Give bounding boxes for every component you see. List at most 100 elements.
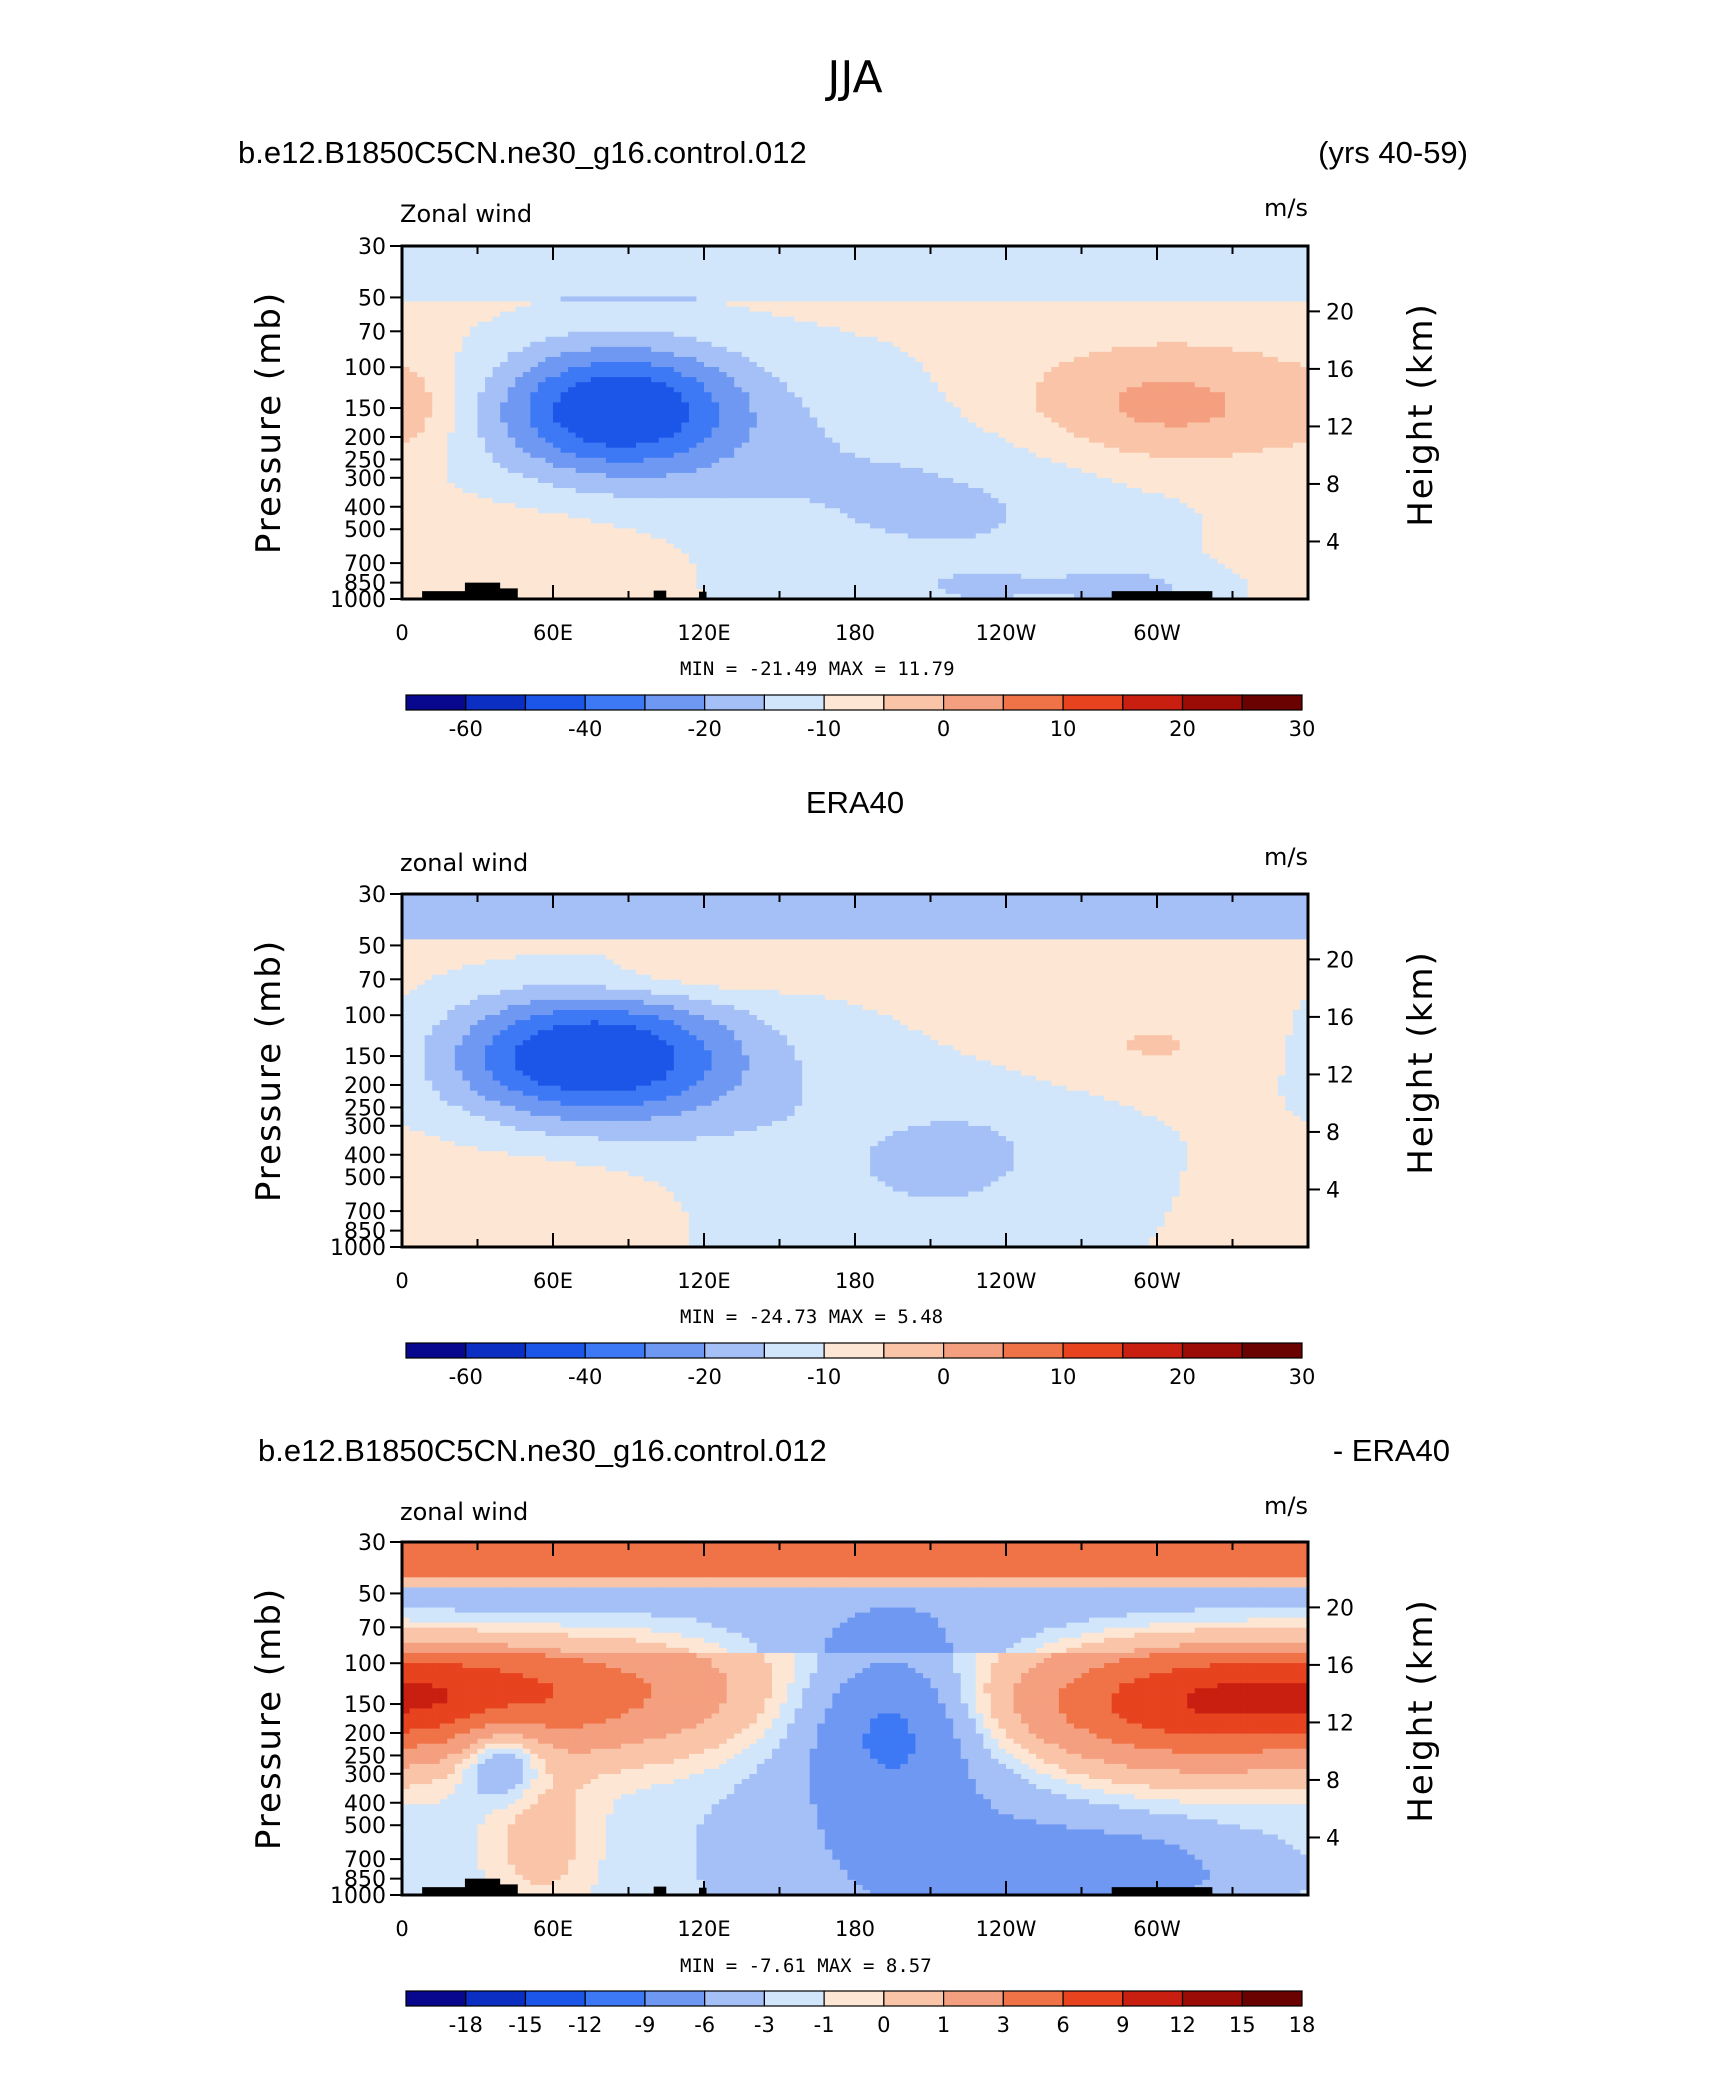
- contour-cell: [907, 417, 916, 424]
- contour-cell: [688, 437, 698, 444]
- contour-cell: [922, 281, 932, 287]
- contour-cell: [1126, 422, 1135, 429]
- contour-cell: [1172, 296, 1181, 303]
- contour-cell: [590, 276, 599, 282]
- contour-cell: [1255, 367, 1264, 373]
- contour-cell: [1202, 331, 1211, 338]
- contour-cell: [1119, 321, 1128, 328]
- contour-cell: [628, 351, 637, 358]
- contour-cell: [568, 397, 577, 403]
- contour-cell: [575, 387, 584, 393]
- contour-cell: [469, 251, 479, 257]
- contour-cell: [1240, 382, 1249, 388]
- contour-cell: [734, 382, 743, 388]
- contour-cell: [764, 296, 773, 303]
- contour-cell: [870, 311, 879, 318]
- contour-cell: [1111, 256, 1120, 262]
- contour-cell: [620, 331, 630, 338]
- contour-cell: [545, 256, 554, 262]
- contour-cell: [802, 326, 811, 333]
- contour-cell: [1224, 377, 1234, 383]
- contour-cell: [847, 266, 856, 272]
- contour-cell: [1043, 447, 1052, 454]
- contour-cell: [500, 316, 509, 323]
- contour-cell: [1240, 351, 1249, 358]
- contour-cell: [1028, 246, 1037, 252]
- contour-cell: [787, 291, 796, 298]
- contour-cell: [1126, 356, 1135, 363]
- contour-cell: [454, 361, 463, 368]
- contour-cell: [500, 372, 509, 378]
- contour-cell: [1232, 311, 1241, 318]
- contour-cell: [620, 251, 630, 257]
- contour-cell: [553, 306, 562, 313]
- contour-cell: [651, 412, 660, 419]
- contour-cell: [1089, 261, 1098, 267]
- contour-cell: [839, 422, 849, 429]
- contour-cell: [839, 336, 849, 343]
- contour-cell: [1104, 351, 1113, 358]
- contour-cell: [1277, 281, 1286, 287]
- contour-cell: [1209, 246, 1218, 252]
- contour-cell: [719, 397, 728, 403]
- contour-cell: [998, 442, 1007, 449]
- contour-cell: [666, 346, 675, 353]
- contour-cell: [469, 351, 479, 358]
- contour-cell: [590, 281, 599, 287]
- contour-cell: [575, 311, 584, 318]
- contour-cell: [1096, 326, 1105, 333]
- contour-cell: [1255, 427, 1264, 434]
- contour-cell: [1255, 331, 1264, 338]
- contour-cell: [839, 397, 849, 403]
- contour-cell: [892, 296, 901, 303]
- contour-cell: [1209, 316, 1218, 323]
- contour-cell: [824, 276, 833, 282]
- contour-cell: [522, 407, 531, 414]
- contour-cell: [1164, 316, 1173, 323]
- contour-cell: [590, 427, 599, 434]
- contour-cell: [771, 442, 781, 449]
- contour-cell: [462, 331, 471, 338]
- contour-cell: [968, 412, 977, 419]
- contour-cell: [1073, 246, 1083, 252]
- contour-cell: [1066, 422, 1075, 429]
- contour-cell: [636, 286, 645, 292]
- contour-cell: [787, 367, 796, 373]
- contour-cell: [409, 246, 418, 252]
- contour-cell: [1111, 447, 1120, 454]
- contour-cell: [1111, 311, 1120, 318]
- contour-cell: [696, 392, 705, 398]
- contour-cell: [787, 432, 796, 439]
- contour-cell: [726, 266, 735, 272]
- contour-cell: [779, 452, 788, 459]
- contour-cell: [1028, 251, 1037, 257]
- contour-cell: [651, 402, 660, 408]
- contour-cell: [1224, 367, 1234, 373]
- contour-cell: [1134, 251, 1143, 257]
- contour-cell: [545, 442, 554, 449]
- contour-cell: [870, 281, 879, 287]
- contour-cell: [553, 266, 562, 272]
- contour-cell: [1270, 427, 1279, 434]
- contour-cell: [719, 341, 728, 348]
- contour-cell: [968, 316, 977, 323]
- contour-cell: [847, 437, 856, 444]
- contour-cell: [1285, 256, 1294, 262]
- contour-cell: [938, 432, 947, 439]
- contour-cell: [424, 336, 433, 343]
- contour-cell: [1028, 341, 1037, 348]
- contour-cell: [1164, 286, 1173, 292]
- contour-cell: [553, 291, 562, 298]
- contour-cell: [1081, 251, 1090, 257]
- contour-cell: [1111, 412, 1120, 419]
- contour-cell: [1051, 392, 1060, 398]
- contour-cell: [402, 367, 411, 373]
- contour-cell: [719, 377, 728, 383]
- contour-cell: [1255, 387, 1264, 393]
- contour-cell: [696, 402, 705, 408]
- contour-cell: [1119, 281, 1128, 287]
- contour-cell: [900, 356, 909, 363]
- contour-cell: [1232, 261, 1241, 267]
- contour-cell: [1141, 281, 1151, 287]
- contour-cell: [726, 326, 735, 333]
